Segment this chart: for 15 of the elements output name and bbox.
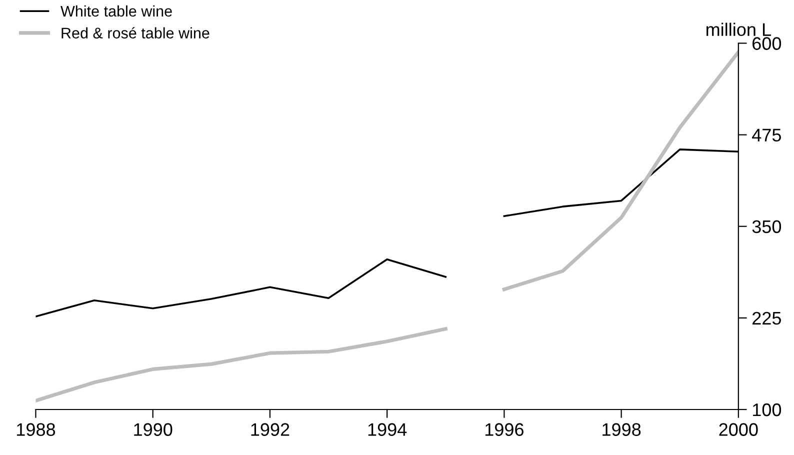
y-axis-title: million L [706,22,771,36]
x-tick-label: 1992 [251,423,290,436]
x-tick-label: 1994 [368,423,407,436]
legend-label: White table wine [60,5,172,17]
y-tick-label: 600 [752,37,782,50]
x-tick-label: 1988 [17,423,56,436]
y-tick-label: 225 [752,312,781,325]
y-tick-label: 350 [752,220,782,234]
x-tick-label: 1990 [134,423,172,436]
x-tick-label: 2000 [719,423,758,436]
y-tick-label: 100 [752,403,782,416]
y-tick-label: 475 [752,128,781,142]
legend-label: Red & rosé table wine [62,27,210,38]
x-tick-label: 1998 [602,423,641,436]
x-tick-label: 1996 [485,423,524,436]
